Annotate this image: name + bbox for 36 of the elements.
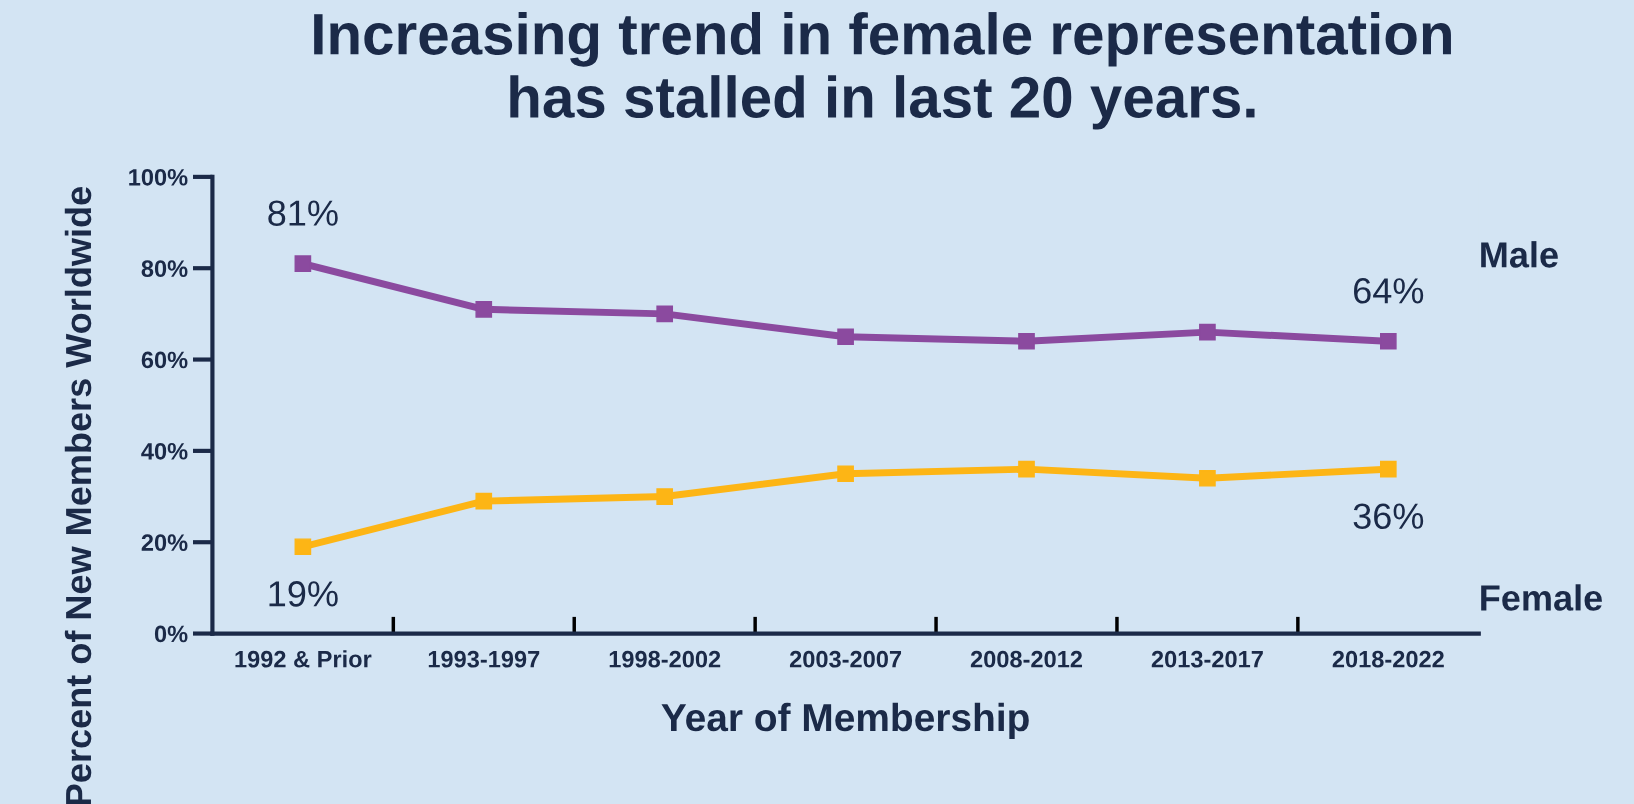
point bbox=[656, 488, 674, 505]
x-tick-label: 1998-2002 bbox=[609, 650, 721, 668]
x-tick-label: 2008-2012 bbox=[970, 650, 1083, 668]
x-tick-label: 1993-1997 bbox=[428, 650, 540, 668]
point bbox=[475, 300, 493, 318]
x-tick-label: 2013-2017 bbox=[1151, 650, 1263, 668]
point bbox=[837, 328, 854, 346]
point bbox=[294, 538, 312, 556]
point bbox=[1199, 323, 1216, 341]
y-tick-label: 100% bbox=[129, 168, 188, 186]
y-tick-label: 0% bbox=[154, 625, 188, 643]
text: Female bbox=[1481, 584, 1602, 611]
data-label: 64% bbox=[1354, 278, 1424, 304]
y-tick-label: 40% bbox=[141, 442, 188, 460]
y-axis-title: Percent of New Members Worldwide bbox=[64, 187, 92, 804]
x-axis-title: Year of Membership bbox=[661, 702, 1029, 740]
point bbox=[656, 305, 674, 323]
x-tick-label: 1992 & Prior bbox=[235, 650, 372, 668]
point bbox=[1018, 460, 1035, 478]
y-tick-label: 20% bbox=[141, 534, 188, 552]
y-tick-label: 80% bbox=[141, 260, 188, 277]
y-tick-label: 60% bbox=[141, 351, 188, 369]
point bbox=[1018, 332, 1035, 350]
chart-title: Increasing trend in female representation has stalled in last 20 years. bbox=[314, 12, 1451, 130]
point bbox=[1379, 460, 1397, 478]
point bbox=[1199, 469, 1216, 487]
point bbox=[837, 465, 854, 483]
point bbox=[475, 492, 493, 510]
text: Male bbox=[1481, 241, 1558, 268]
point bbox=[294, 255, 312, 272]
data-label: 81% bbox=[268, 200, 338, 226]
x-tick-label: 2018-2022 bbox=[1332, 650, 1444, 668]
x-tick-label: 2003-2007 bbox=[789, 650, 902, 668]
point bbox=[1379, 332, 1397, 350]
data-label: 36% bbox=[1353, 503, 1424, 530]
data-label: 19% bbox=[269, 581, 338, 607]
